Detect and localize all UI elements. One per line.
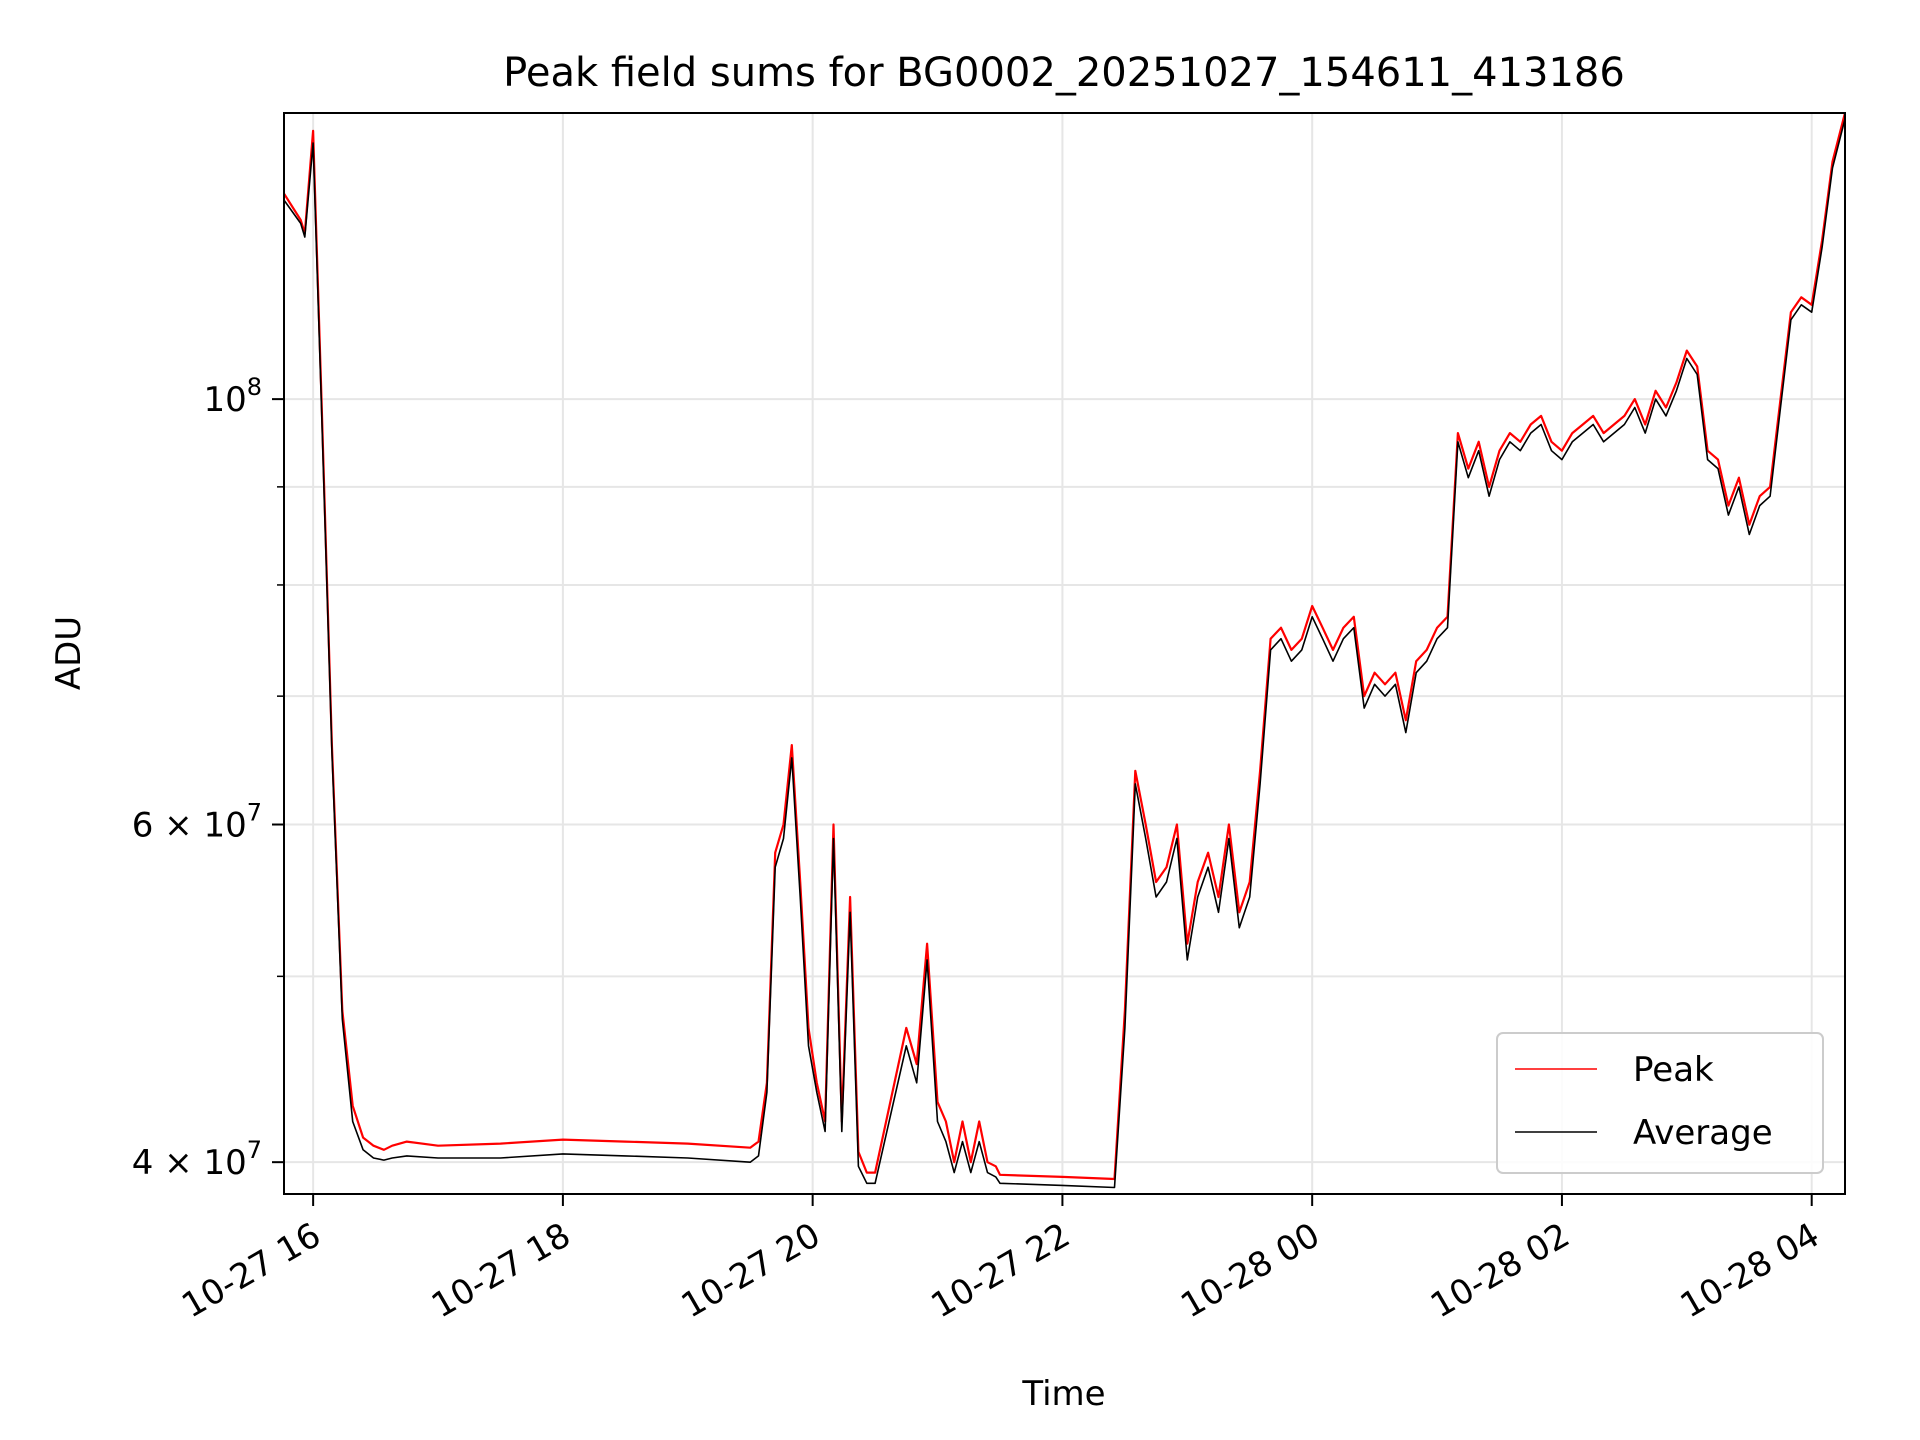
y-tick-label: 108 (203, 373, 262, 420)
y-tick-label-exponent: 8 (247, 373, 262, 401)
y-axis-label: ADU (49, 616, 89, 690)
y-tick-label-exponent: 7 (247, 799, 262, 827)
grid (284, 113, 1845, 1194)
series-line-average (284, 118, 1845, 1189)
legend-label-peak: Peak (1633, 1050, 1714, 1090)
y-tick-label-base: 4 × 10 (132, 1143, 247, 1183)
y-tick-label-exponent: 7 (247, 1136, 262, 1164)
x-axis-label: Time (1021, 1374, 1105, 1414)
y-tick-label-base: 6 × 10 (132, 806, 247, 846)
legend-label-average: Average (1633, 1113, 1773, 1153)
series-layer (284, 113, 1845, 1189)
y-tick-label: 4 × 107 (132, 1136, 262, 1183)
y-tick-label: 6 × 107 (132, 799, 262, 846)
series-line-peak (284, 113, 1845, 1181)
legend: Peak Average (1496, 1032, 1824, 1174)
y-tick-label-base: 10 (203, 380, 246, 420)
chart-title: Peak field sums for BG0002_20251027_1546… (503, 50, 1625, 96)
legend-box (1496, 1032, 1824, 1174)
plot-frame (283, 112, 1846, 1195)
